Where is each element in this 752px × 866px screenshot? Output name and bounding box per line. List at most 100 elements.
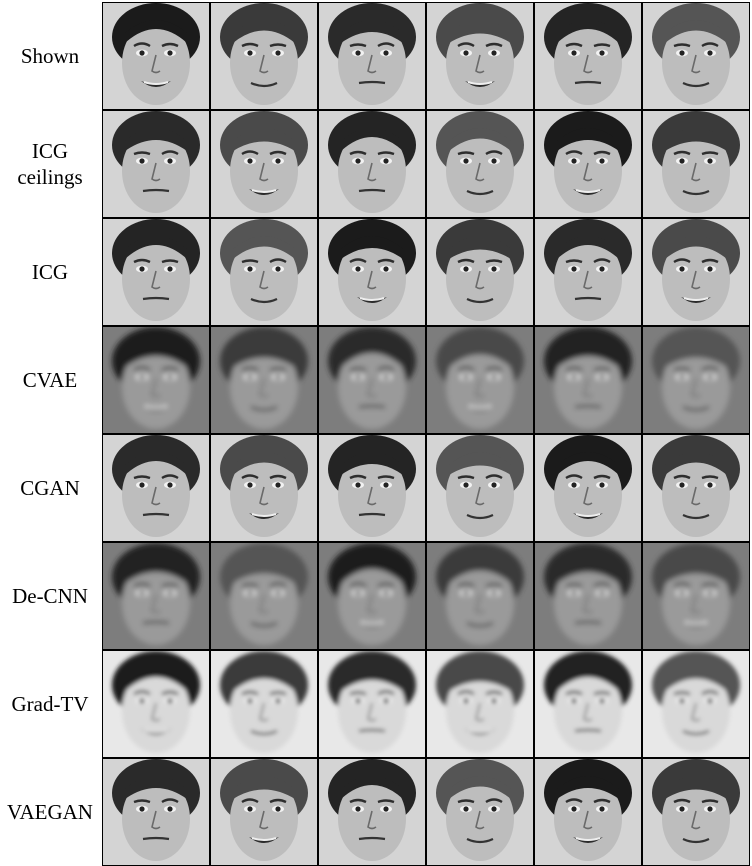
face-image [535, 327, 641, 433]
face-image [643, 651, 749, 757]
face-image [211, 219, 317, 325]
face-tile [642, 542, 750, 650]
face-image [535, 759, 641, 865]
figure-row: De-CNN [0, 542, 752, 650]
face-image [319, 219, 425, 325]
face-image [211, 327, 317, 433]
face-image [103, 3, 209, 109]
face-image [427, 651, 533, 757]
face-image [535, 219, 641, 325]
face-image [319, 3, 425, 109]
face-image [211, 543, 317, 649]
face-tile [426, 218, 534, 326]
face-tile [318, 326, 426, 434]
face-image [427, 759, 533, 865]
face-tile [534, 542, 642, 650]
row-label: VAEGAN [7, 800, 93, 824]
face-image [319, 543, 425, 649]
face-tile [642, 218, 750, 326]
row-label: CVAE [22, 368, 78, 392]
face-image [211, 759, 317, 865]
face-tile [426, 758, 534, 866]
row-label: Grad-TV [11, 692, 89, 716]
face-image [427, 3, 533, 109]
face-image [643, 759, 749, 865]
face-tile [534, 434, 642, 542]
face-image [103, 111, 209, 217]
face-tile [426, 542, 534, 650]
face-tile [210, 110, 318, 218]
face-image [103, 543, 209, 649]
face-image [643, 543, 749, 649]
face-image [643, 327, 749, 433]
face-tile [318, 542, 426, 650]
face-tile [426, 2, 534, 110]
face-tile [534, 110, 642, 218]
face-tile [102, 650, 210, 758]
face-tile [102, 434, 210, 542]
face-tile [210, 326, 318, 434]
face-image [319, 759, 425, 865]
face-tile [102, 2, 210, 110]
face-tile [318, 650, 426, 758]
face-tile [642, 2, 750, 110]
face-image [535, 3, 641, 109]
face-tile [318, 2, 426, 110]
face-tile [102, 326, 210, 434]
face-image [103, 327, 209, 433]
face-tile [318, 110, 426, 218]
face-tile [534, 326, 642, 434]
face-image [535, 651, 641, 757]
figure-row: VAEGAN [0, 758, 752, 866]
face-image [319, 111, 425, 217]
face-image [103, 219, 209, 325]
face-tile [210, 218, 318, 326]
face-tile [642, 758, 750, 866]
row-label: ICG [31, 260, 69, 284]
face-tile [642, 434, 750, 542]
face-tile [642, 110, 750, 218]
face-image [427, 327, 533, 433]
face-tile [642, 650, 750, 758]
figure-row: CGAN [0, 434, 752, 542]
figure-row: ICG [0, 218, 752, 326]
face-image [427, 435, 533, 541]
row-label: CGAN [20, 476, 80, 500]
face-tile [426, 326, 534, 434]
figure-row: Grad-TV [0, 650, 752, 758]
face-image [427, 543, 533, 649]
figure-row: CVAE [0, 326, 752, 434]
face-image [211, 651, 317, 757]
face-tile [210, 542, 318, 650]
face-image [319, 327, 425, 433]
face-image [319, 651, 425, 757]
face-tile [318, 758, 426, 866]
face-tile [102, 542, 210, 650]
row-label: ICG ceilings [17, 139, 83, 189]
face-tile [426, 110, 534, 218]
face-tile [102, 218, 210, 326]
face-tile [426, 650, 534, 758]
face-image [643, 435, 749, 541]
face-image [643, 3, 749, 109]
face-tile [534, 758, 642, 866]
face-image [535, 435, 641, 541]
figure-row: Shown [0, 2, 752, 110]
row-label: Shown [20, 44, 80, 68]
face-image [103, 435, 209, 541]
face-tile [210, 2, 318, 110]
face-image [211, 435, 317, 541]
face-tile [210, 650, 318, 758]
face-tile [642, 326, 750, 434]
face-image [211, 111, 317, 217]
face-tile [102, 758, 210, 866]
face-tile [318, 218, 426, 326]
face-image [643, 219, 749, 325]
face-image [103, 759, 209, 865]
face-image [211, 3, 317, 109]
face-image [427, 111, 533, 217]
face-tile [426, 434, 534, 542]
face-tile [534, 2, 642, 110]
face-image [427, 219, 533, 325]
